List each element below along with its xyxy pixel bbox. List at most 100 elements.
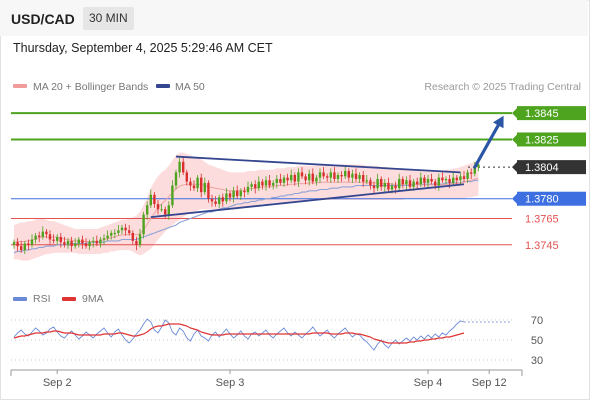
candle-body: [408, 180, 412, 187]
candle-body: [387, 182, 390, 190]
x-tick-label: Sep 3: [216, 377, 245, 389]
candle-body: [279, 178, 282, 183]
level-tag-pointer: [512, 108, 517, 119]
level-tag-pointer: [512, 193, 517, 204]
level-tag-1.3804: [517, 160, 586, 175]
candle-body: [394, 185, 397, 189]
symbol-title: USD/CAD: [11, 11, 75, 27]
candle-body: [250, 184, 253, 187]
candle-body: [30, 239, 34, 245]
candle-body: [41, 231, 44, 237]
candle-body: [326, 176, 329, 178]
level-label-1.3745: 1.3745: [525, 240, 559, 252]
candle-body: [196, 177, 199, 189]
ma50-line: [13, 179, 479, 254]
rsi-tick-label: 30: [531, 355, 543, 367]
candle-body: [246, 186, 250, 193]
candle-body: [362, 175, 365, 182]
rsi-ma-line: [13, 323, 465, 344]
candle-body: [358, 175, 361, 179]
candle-body: [416, 181, 419, 185]
candle-body: [261, 181, 264, 186]
candle-body: [95, 240, 98, 244]
legend: MA 20 + Bollinger Bands MA 50 Research ©…: [13, 81, 581, 305]
candle-body: [214, 201, 217, 204]
candle-body: [113, 232, 116, 234]
candle-body: [398, 178, 401, 189]
candle-body: [66, 240, 70, 245]
candle-body: [344, 171, 347, 177]
candle-body: [189, 181, 192, 186]
candle-body: [99, 239, 102, 244]
candle-body: [182, 161, 185, 173]
candle-body: [225, 193, 228, 202]
candle-body: [12, 242, 16, 245]
level-lines: [11, 112, 512, 246]
candle-body: [459, 176, 462, 181]
candle-body: [200, 177, 203, 193]
rsi-ma-legend-swatch: [62, 297, 76, 301]
candle-body: [477, 164, 480, 168]
candle-body: [138, 234, 142, 245]
forecast-arrow-shaft: [473, 123, 500, 169]
candle-body: [221, 197, 224, 202]
candle-body: [257, 181, 260, 189]
candle-body: [131, 232, 134, 241]
trendline-lower: [150, 183, 465, 219]
rsi-legend-swatch: [13, 297, 27, 301]
candle-body: [275, 178, 278, 183]
candle-body: [333, 172, 336, 179]
candle-body: [254, 184, 257, 189]
candle-body: [48, 234, 52, 240]
candle-body: [473, 167, 476, 174]
candle-body: [286, 177, 289, 181]
candle-body: [207, 182, 210, 199]
candle-body: [354, 173, 358, 179]
candle-body: [110, 232, 113, 236]
x-tick-label: Sep 4: [414, 377, 443, 389]
candle-body: [128, 230, 131, 233]
candle-body: [383, 182, 386, 187]
candle-body: [441, 177, 444, 181]
candle-body: [92, 240, 95, 243]
candle-body: [228, 193, 232, 198]
candle-body: [401, 178, 404, 185]
rsi-panel: 70 50 30: [11, 315, 543, 367]
candle-body: [351, 173, 354, 178]
candle-body: [149, 194, 152, 206]
candle-body: [347, 171, 350, 178]
candles: [12, 156, 480, 255]
candle-body: [146, 205, 149, 215]
candle-body: [171, 185, 174, 206]
bollinger-legend-swatch: [13, 84, 27, 88]
candle-body: [174, 172, 178, 186]
candle-body: [300, 172, 304, 177]
level-tags: 1.3845 1.3825 1.3804 1.3780 1.3765 1.3745: [512, 106, 586, 252]
rsi-ma-legend-label: 9MA: [82, 293, 104, 305]
candle-body: [38, 235, 41, 237]
candle-body: [430, 178, 433, 182]
candle-body: [268, 180, 271, 186]
candle-body: [192, 185, 196, 189]
candle-body: [178, 161, 181, 173]
candle-body: [27, 243, 30, 245]
candle-body: [45, 231, 48, 235]
candle-body: [84, 243, 88, 247]
trendlines: [150, 155, 465, 219]
candle-body: [77, 239, 80, 244]
trendline-upper: [175, 155, 461, 174]
candle-body: [232, 190, 235, 198]
level-tag-1.3780: [517, 191, 586, 206]
candle-body: [336, 175, 340, 179]
level-tag-1.3845: [517, 106, 586, 121]
timeframe-badge[interactable]: 30 MIN: [83, 7, 134, 30]
candle-body: [423, 177, 426, 183]
candle-body: [329, 172, 332, 178]
level-label-1.3804: 1.3804: [525, 162, 559, 174]
candle-body: [70, 240, 73, 247]
candle-body: [452, 177, 455, 183]
candle-body: [63, 242, 66, 245]
timestamp: Thursday, September 4, 2025 5:29:46 AM C…: [13, 41, 273, 55]
level-label-1.3780: 1.3780: [525, 194, 559, 206]
